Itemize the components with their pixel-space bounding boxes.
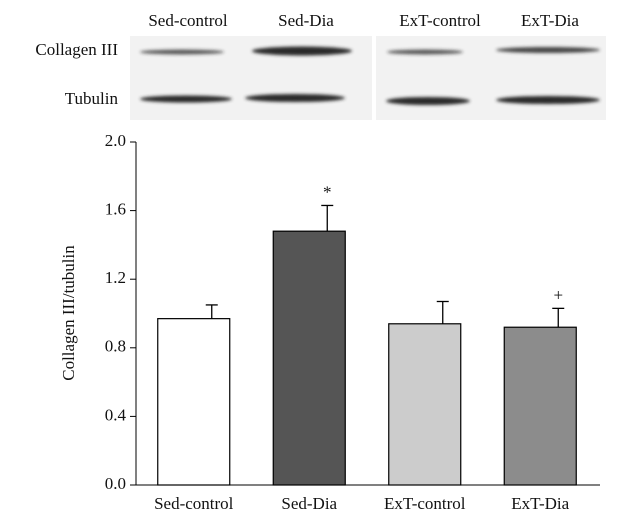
y-axis-title: Collagen III/tubulin [59,245,78,381]
bar [157,318,231,486]
bar [503,326,577,486]
band [140,49,224,55]
y-tick-label: 0.4 [105,405,127,424]
band [386,97,470,105]
x-tick-label: ExT-Dia [511,494,569,513]
lane-label: ExT-control [399,11,481,30]
x-tick-label: Sed-Dia [281,494,337,513]
lane-label: ExT-Dia [521,11,579,30]
annotation: * [323,182,332,201]
x-tick-label: ExT-control [384,494,466,513]
blot-bands [140,46,600,105]
band [496,47,600,53]
lane-label: Sed-control [148,11,228,30]
band [496,96,600,104]
y-tick-label: 0.8 [105,337,126,356]
y-tick-label: 0.0 [105,474,126,493]
row-label: Tubulin [65,89,119,108]
annotation: + [553,285,563,304]
x-tick-label: Sed-control [154,494,234,513]
band [245,94,345,102]
band [252,46,352,56]
row-label: Collagen III [35,40,118,59]
band [387,49,463,55]
band [140,95,232,103]
lane-label: Sed-Dia [278,11,334,30]
y-tick-label: 2.0 [105,131,126,150]
y-tick-label: 1.6 [105,200,126,219]
y-tick-label: 1.2 [105,268,126,287]
bar [272,230,346,486]
bar [388,323,462,486]
